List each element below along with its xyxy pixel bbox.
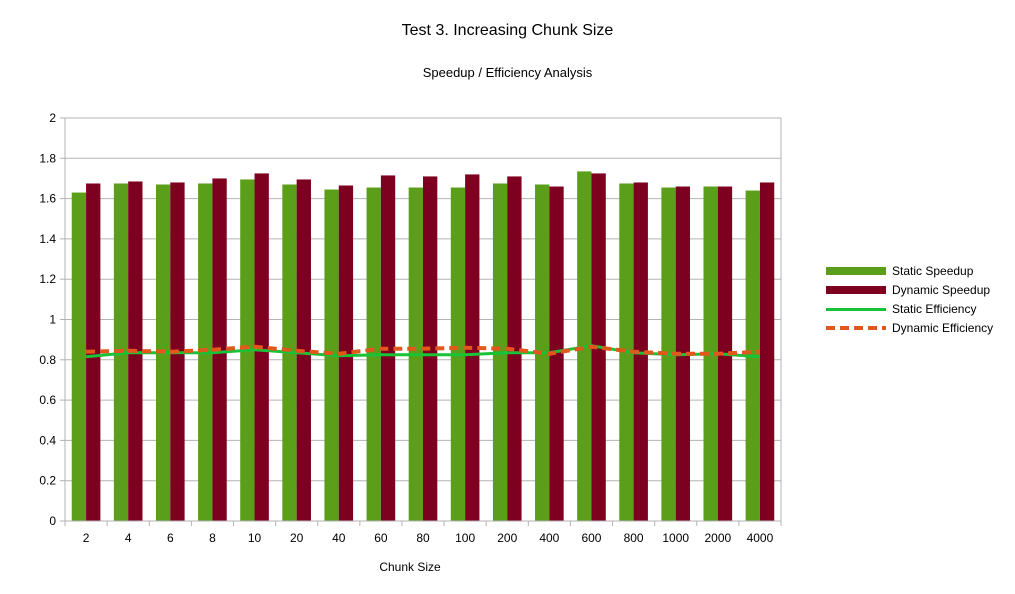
line-series [85, 344, 761, 359]
legend-swatch [826, 285, 886, 294]
bar-dynamic-speedup [465, 174, 480, 522]
legend-label: Dynamic Speedup [892, 282, 991, 297]
x-tick-label: 10 [248, 531, 262, 545]
legend-item-dynamic-speedup: Dynamic Speedup [826, 280, 993, 299]
x-tick-label: 2000 [704, 531, 731, 545]
y-tick-label: 1 [49, 313, 56, 327]
x-tick-label: 4 [125, 531, 132, 545]
legend-swatch [826, 305, 886, 313]
chart-title: Test 3. Increasing Chunk Size [401, 22, 614, 39]
x-tick-label: 80 [416, 531, 430, 545]
x-tick-label: 8 [209, 531, 216, 545]
y-tick-label: 0 [49, 514, 56, 528]
bar-dynamic-speedup [507, 176, 522, 521]
y-tick-label: 0.2 [39, 474, 56, 488]
bar-static-speedup [71, 192, 87, 521]
legend-label: Dynamic Efficiency [892, 320, 994, 335]
x-tick-label: 600 [581, 531, 601, 545]
x-tick-label: 4000 [747, 531, 774, 545]
chart-subtitle: Speedup / Efficiency Analysis [422, 65, 593, 80]
plot-border [64, 117, 782, 522]
x-axis-label: Chunk Size [379, 560, 441, 574]
y-tick-label: 1.8 [39, 151, 56, 165]
x-tick-label: 400 [539, 531, 559, 545]
legend-label: Static Efficiency [892, 301, 977, 316]
bar-series [71, 171, 775, 522]
legend-item-static-speedup: Static Speedup [826, 261, 993, 280]
bar-dynamic-speedup [549, 186, 564, 521]
legend: Static Speedup Dynamic Speedup Static Ef… [826, 261, 993, 337]
x-tick-label: 200 [497, 531, 517, 545]
x-tick-label: 60 [374, 531, 388, 545]
y-tick-label: 1.6 [39, 192, 56, 206]
x-tick-label: 40 [332, 531, 346, 545]
bar-dynamic-speedup [759, 182, 775, 522]
x-tick-label: 100 [455, 531, 475, 545]
legend-swatch [826, 266, 886, 275]
y-tick-label: 0.8 [39, 353, 56, 367]
axes: 0 0.2 0.4 0.6 0.8 1 1.2 1.4 1.6 1.8 2 2 4 6 8 10 20 40 60 8… [39, 111, 782, 545]
legend-item-static-efficiency: Static Efficiency [826, 299, 993, 318]
y-tick-label: 0.6 [39, 393, 56, 407]
y-tick-label: 0.4 [39, 433, 56, 447]
x-tick-label: 6 [167, 531, 174, 545]
y-tick-label: 2 [49, 111, 56, 125]
x-tick-label: 1000 [662, 531, 689, 545]
legend-item-dynamic-efficiency: Dynamic Efficiency [826, 318, 993, 337]
y-tick-label: 1.4 [39, 232, 56, 246]
legend-swatch [826, 324, 886, 332]
x-tick-label: 20 [290, 531, 304, 545]
y-tick-label: 1.2 [39, 272, 56, 286]
x-tick-label: 2 [83, 531, 90, 545]
legend-label: Static Speedup [892, 263, 974, 278]
x-tick-label: 800 [624, 531, 644, 545]
